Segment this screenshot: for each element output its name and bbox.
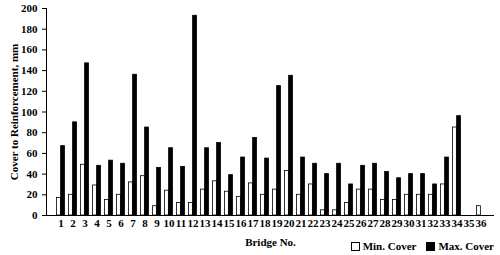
svg-text:7: 7: [130, 217, 136, 229]
svg-text:36: 36: [476, 217, 488, 229]
svg-text:16: 16: [236, 217, 248, 229]
svg-text:29: 29: [392, 217, 404, 229]
svg-text:20: 20: [284, 217, 296, 229]
svg-text:140: 140: [21, 64, 38, 76]
svg-text:18: 18: [260, 217, 272, 229]
svg-text:Cover to Reinforcement, mm: Cover to Reinforcement, mm: [8, 44, 20, 180]
svg-text:30: 30: [404, 217, 416, 229]
svg-text:28: 28: [380, 217, 392, 229]
svg-text:60: 60: [27, 147, 39, 159]
svg-text:5: 5: [106, 217, 112, 229]
svg-text:31: 31: [416, 217, 427, 229]
svg-text:35: 35: [464, 217, 476, 229]
svg-text:13: 13: [200, 217, 212, 229]
svg-text:Bridge No.: Bridge No.: [245, 236, 296, 248]
svg-text:120: 120: [21, 85, 38, 97]
svg-text:32: 32: [428, 217, 440, 229]
svg-text:34: 34: [452, 217, 464, 229]
html-text:Min. Cover: Min. Cover: [362, 240, 417, 252]
svg-text:14: 14: [212, 217, 224, 229]
svg-text:3: 3: [82, 217, 88, 229]
svg-text:10: 10: [164, 217, 176, 229]
svg-text:80: 80: [27, 126, 39, 138]
svg-text:19: 19: [272, 217, 284, 229]
svg-text:160: 160: [21, 43, 38, 55]
svg-text:4: 4: [94, 217, 100, 229]
svg-text:9: 9: [154, 217, 160, 229]
svg-text:23: 23: [320, 217, 332, 229]
svg-text:180: 180: [21, 23, 38, 35]
svg-text:11: 11: [176, 217, 186, 229]
svg-text:20: 20: [27, 188, 39, 200]
svg-text:17: 17: [248, 217, 260, 229]
svg-text:24: 24: [332, 217, 344, 229]
svg-text:100: 100: [21, 106, 38, 118]
html-text:Max. Cover: Max. Cover: [438, 240, 494, 252]
svg-text:1: 1: [58, 217, 64, 229]
svg-text:33: 33: [440, 217, 452, 229]
svg-text:27: 27: [368, 217, 380, 229]
svg-text:21: 21: [296, 217, 307, 229]
svg-text:26: 26: [356, 217, 368, 229]
svg-text:15: 15: [224, 217, 236, 229]
svg-text:8: 8: [142, 217, 148, 229]
svg-text:6: 6: [118, 217, 124, 229]
svg-text:200: 200: [21, 2, 38, 14]
svg-text:12: 12: [188, 217, 200, 229]
svg-text:25: 25: [344, 217, 356, 229]
svg-text:22: 22: [308, 217, 320, 229]
svg-text:0: 0: [32, 209, 38, 221]
svg-text:40: 40: [27, 168, 39, 180]
svg-text:2: 2: [70, 217, 76, 229]
